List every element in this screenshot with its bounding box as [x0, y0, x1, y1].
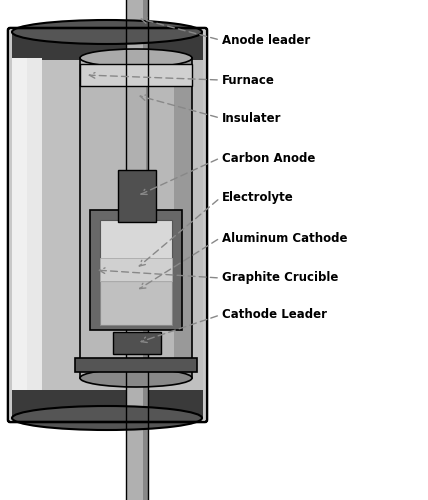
Bar	[128, 80, 146, 170]
Text: Insulater: Insulater	[222, 112, 282, 124]
Text: Aluminum Cathode: Aluminum Cathode	[222, 232, 348, 244]
Text: Graphite Crucible: Graphite Crucible	[222, 272, 339, 284]
Bar	[100, 281, 172, 325]
Text: Electrolyte: Electrolyte	[222, 192, 294, 204]
Bar	[75, 358, 197, 372]
Text: Cathode Leader: Cathode Leader	[222, 308, 327, 322]
Bar	[12, 58, 42, 390]
Bar	[143, 0, 148, 500]
Ellipse shape	[80, 369, 192, 387]
Bar	[10, 30, 205, 420]
Text: Carbon Anode: Carbon Anode	[222, 152, 315, 164]
Bar	[12, 390, 203, 418]
Bar	[174, 58, 192, 378]
Text: Furnace: Furnace	[222, 74, 275, 86]
Ellipse shape	[80, 49, 192, 67]
Bar	[80, 58, 192, 378]
Bar	[90, 210, 182, 330]
Ellipse shape	[12, 20, 202, 44]
Bar	[12, 32, 203, 418]
Bar	[113, 332, 161, 354]
Bar	[118, 170, 156, 222]
Bar	[100, 258, 172, 281]
Bar	[126, 0, 148, 500]
Bar	[12, 32, 203, 60]
Ellipse shape	[12, 406, 202, 430]
Bar	[12, 58, 27, 390]
Bar	[80, 64, 192, 86]
Bar	[100, 220, 172, 325]
Bar	[10, 30, 32, 420]
Text: Anode leader: Anode leader	[222, 34, 310, 46]
